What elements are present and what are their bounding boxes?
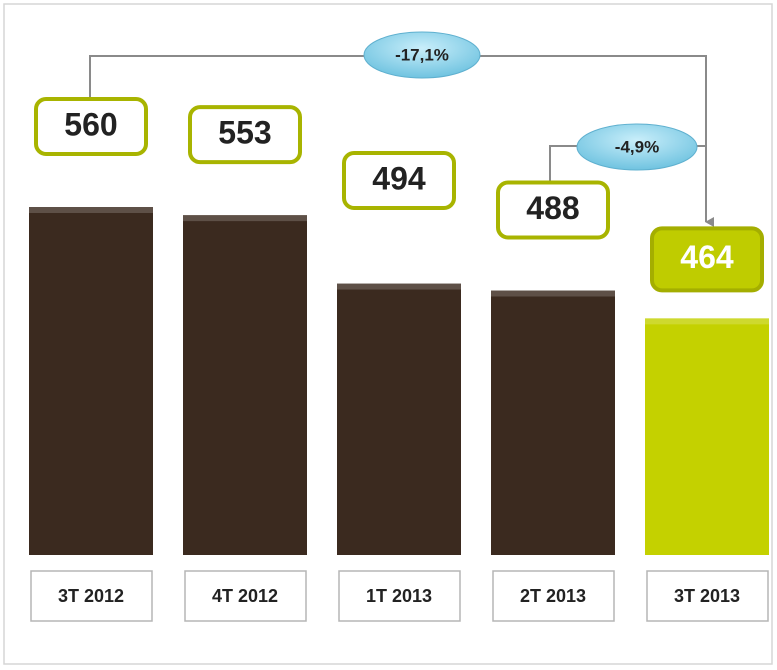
bar <box>337 283 461 555</box>
bar-bevel <box>183 215 307 222</box>
x-tick-label: 4T 2012 <box>212 586 278 606</box>
value-label: 553 <box>218 115 271 151</box>
change-bubble <box>576 123 698 171</box>
x-tick-label: 1T 2013 <box>366 586 432 606</box>
category-box <box>338 570 461 622</box>
bar-bevel <box>29 207 153 213</box>
bar-bevel <box>645 318 769 325</box>
category-box <box>492 570 615 622</box>
value-box <box>34 97 148 156</box>
bar <box>491 290 615 555</box>
x-tick-label: 3T 2012 <box>58 586 124 606</box>
value-box <box>342 151 456 210</box>
change-bubble <box>363 31 481 79</box>
value-label: 464 <box>680 239 734 275</box>
value-box <box>496 180 610 240</box>
category-box <box>30 570 153 622</box>
change-label: -17,1% <box>395 45 449 64</box>
x-tick-label: 2T 2013 <box>520 586 586 606</box>
value-label: 560 <box>64 106 117 142</box>
bar <box>645 318 769 555</box>
category-box <box>184 570 307 622</box>
value-label: 488 <box>526 190 579 226</box>
value-label: 494 <box>372 160 426 196</box>
bar-bevel <box>491 290 615 297</box>
value-box <box>188 105 302 165</box>
category-box <box>646 570 769 622</box>
bar <box>183 215 307 555</box>
value-box <box>650 226 764 293</box>
bar-bevel <box>337 283 461 290</box>
change-label: -4,9% <box>615 137 659 156</box>
x-tick-label: 3T 2013 <box>674 586 740 606</box>
bar <box>29 207 153 555</box>
